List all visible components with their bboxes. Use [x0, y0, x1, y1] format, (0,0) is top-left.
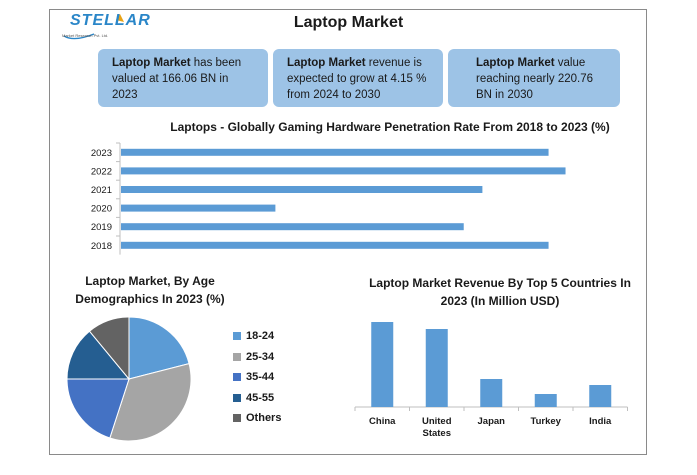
card-bold-text: Laptop Market — [112, 57, 191, 69]
age-pie-slice — [88, 316, 130, 381]
countries-chart-title: Laptop Market Revenue By Top 5 Countries… — [369, 276, 631, 308]
penetration-bar — [121, 186, 483, 193]
card-text: revenue is expected to grow at 4.15 % fr… — [287, 57, 427, 101]
countries-tick-label: Japan — [478, 416, 506, 427]
infographic-frame — [49, 9, 647, 455]
penetration-bar — [121, 204, 276, 212]
countries-bar — [589, 385, 612, 407]
age-legend-swatch — [233, 352, 241, 361]
age-legend-label: 35-44 — [246, 371, 275, 383]
penetration-bar — [121, 148, 549, 156]
countries-bar — [371, 322, 394, 407]
countries-tick-label: Turkey — [531, 416, 562, 427]
penetration-tick-label: 2019 — [91, 222, 112, 233]
penetration-tick-label: 2018 — [91, 241, 112, 252]
penetration-tick-label: 2023 — [91, 148, 112, 159]
card-text: has been valued at 166.06 BN in 2023 — [112, 57, 242, 101]
age-legend-label: 18-24 — [246, 330, 275, 342]
penetration-bar — [121, 223, 464, 231]
card-bold-text: Laptop Market — [476, 57, 555, 69]
countries-bar — [534, 394, 557, 407]
age-pie-slice — [66, 378, 130, 439]
logo-subtext: Market Research Pvt. Ltd. — [62, 33, 109, 38]
age-pie-slice — [66, 330, 131, 380]
countries-bar — [480, 379, 503, 407]
age-legend-swatch — [233, 373, 241, 381]
countries-tick-label: United — [422, 416, 452, 427]
info-card-growth: Laptop Market revenue is expected to gro… — [273, 49, 443, 107]
penetration-tick-label: 2022 — [91, 166, 112, 177]
age-legend-label: 45-55 — [246, 391, 275, 404]
penetration-chart-title: Laptops - Globally Gaming Hardware Penet… — [170, 120, 610, 134]
countries-tick-label: States — [422, 428, 451, 439]
penetration-tick-label: 2020 — [91, 204, 112, 215]
card-text: value reaching nearly 220.76 BN in 2030 — [476, 57, 593, 101]
penetration-tick-label: 2021 — [91, 185, 112, 196]
age-legend-label: Others — [246, 412, 282, 424]
age-pie-slice — [128, 316, 190, 380]
age-chart-title: Laptop Market, By Age Demographics In 20… — [75, 274, 225, 306]
age-pie-slice — [109, 362, 192, 442]
card-bold-text: Laptop Market — [287, 57, 366, 69]
countries-tick-label: India — [589, 416, 612, 427]
penetration-bar — [121, 241, 549, 249]
penetration-bar — [121, 167, 566, 175]
info-card-forecast: Laptop Market value reaching nearly 220.… — [448, 49, 620, 107]
info-card-valuation: Laptop Market has been valued at 166.06 … — [98, 49, 268, 107]
age-legend-swatch — [233, 414, 241, 422]
logo-text: STELLAR — [70, 12, 151, 29]
countries-tick-label: China — [369, 416, 396, 427]
countries-bar — [425, 329, 448, 407]
page-title: Laptop Market — [293, 14, 404, 31]
age-legend-swatch — [233, 393, 241, 402]
stellar-logo — [63, 14, 124, 40]
age-legend-label: 25-34 — [246, 350, 275, 363]
age-legend-swatch — [233, 332, 241, 340]
